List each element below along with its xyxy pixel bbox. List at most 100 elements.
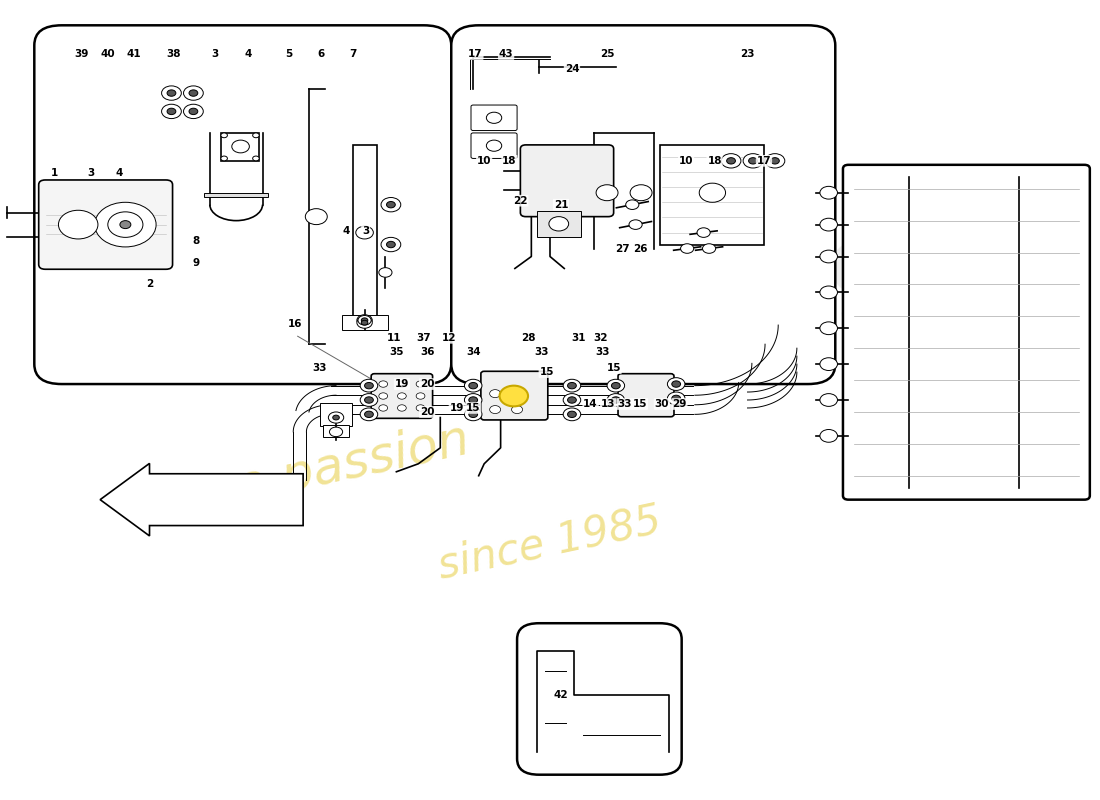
FancyBboxPatch shape — [39, 180, 173, 270]
Circle shape — [381, 198, 400, 212]
Bar — [323, 425, 349, 438]
Circle shape — [607, 379, 625, 392]
Circle shape — [820, 394, 837, 406]
FancyBboxPatch shape — [471, 133, 517, 158]
Circle shape — [416, 405, 425, 411]
Circle shape — [820, 186, 837, 199]
Circle shape — [607, 394, 625, 406]
Text: 2: 2 — [146, 279, 153, 290]
Text: 19: 19 — [450, 403, 464, 413]
Circle shape — [332, 415, 339, 420]
Circle shape — [512, 406, 522, 414]
Text: 4: 4 — [244, 49, 252, 59]
Text: 15: 15 — [466, 403, 481, 413]
Text: 10: 10 — [679, 156, 693, 166]
FancyBboxPatch shape — [471, 105, 517, 130]
Text: 3: 3 — [88, 168, 95, 178]
Circle shape — [360, 394, 377, 406]
Circle shape — [703, 244, 716, 254]
Bar — [660, 145, 764, 245]
Circle shape — [364, 382, 373, 389]
Text: 37: 37 — [417, 333, 431, 343]
Circle shape — [232, 140, 250, 153]
Circle shape — [306, 209, 328, 225]
Circle shape — [95, 202, 156, 247]
Circle shape — [490, 406, 500, 414]
Text: 12: 12 — [442, 333, 456, 343]
Circle shape — [167, 108, 176, 114]
Circle shape — [697, 228, 711, 238]
Circle shape — [221, 156, 228, 161]
Circle shape — [167, 90, 176, 96]
Circle shape — [356, 317, 372, 328]
Circle shape — [612, 382, 620, 389]
Text: 28: 28 — [520, 333, 536, 343]
Circle shape — [499, 386, 528, 406]
Circle shape — [355, 226, 373, 239]
Circle shape — [568, 382, 576, 389]
Circle shape — [469, 397, 477, 403]
Text: 38: 38 — [166, 49, 180, 59]
Text: a passion: a passion — [231, 416, 473, 512]
Circle shape — [820, 286, 837, 298]
Circle shape — [397, 381, 406, 387]
Text: 22: 22 — [513, 196, 528, 206]
Circle shape — [464, 379, 482, 392]
Text: 27: 27 — [615, 243, 629, 254]
Circle shape — [820, 322, 837, 334]
Text: 7: 7 — [349, 49, 356, 59]
Circle shape — [563, 408, 581, 421]
Circle shape — [766, 154, 784, 168]
Text: 34: 34 — [466, 347, 481, 357]
Circle shape — [378, 268, 392, 278]
Text: 15: 15 — [606, 363, 620, 373]
Text: 41: 41 — [126, 49, 142, 59]
Circle shape — [381, 238, 400, 252]
Circle shape — [356, 314, 372, 326]
Circle shape — [568, 397, 576, 403]
Circle shape — [364, 411, 373, 418]
Circle shape — [568, 411, 576, 418]
Text: 21: 21 — [553, 200, 569, 210]
Circle shape — [700, 183, 726, 202]
Text: 25: 25 — [600, 49, 614, 59]
Circle shape — [549, 217, 569, 231]
Text: europ: europ — [119, 214, 498, 394]
Circle shape — [820, 218, 837, 231]
Circle shape — [189, 90, 198, 96]
Circle shape — [184, 104, 204, 118]
Text: 29: 29 — [672, 399, 686, 409]
Circle shape — [486, 112, 502, 123]
Circle shape — [626, 200, 639, 210]
Text: 1: 1 — [51, 168, 57, 178]
Text: 3: 3 — [362, 226, 370, 236]
Circle shape — [378, 405, 387, 411]
Circle shape — [744, 154, 763, 168]
Circle shape — [253, 156, 260, 161]
Circle shape — [820, 250, 837, 263]
Circle shape — [162, 86, 182, 100]
Circle shape — [681, 244, 694, 254]
Circle shape — [770, 158, 779, 164]
Circle shape — [120, 221, 131, 229]
Circle shape — [386, 202, 395, 208]
Text: 4: 4 — [116, 168, 122, 178]
FancyBboxPatch shape — [481, 371, 548, 420]
Circle shape — [184, 86, 204, 100]
Circle shape — [464, 394, 482, 406]
Circle shape — [668, 378, 685, 390]
Text: 24: 24 — [564, 64, 580, 74]
Text: 40: 40 — [100, 49, 116, 59]
Text: 30: 30 — [654, 399, 669, 409]
Circle shape — [378, 381, 387, 387]
Bar — [205, 193, 268, 197]
Text: 17: 17 — [469, 49, 483, 59]
Circle shape — [360, 379, 377, 392]
Circle shape — [749, 158, 758, 164]
Circle shape — [397, 393, 406, 399]
Text: 20: 20 — [420, 407, 434, 417]
Text: 33: 33 — [312, 363, 327, 373]
FancyBboxPatch shape — [451, 26, 835, 384]
Text: 33: 33 — [534, 347, 549, 357]
FancyBboxPatch shape — [34, 26, 451, 384]
